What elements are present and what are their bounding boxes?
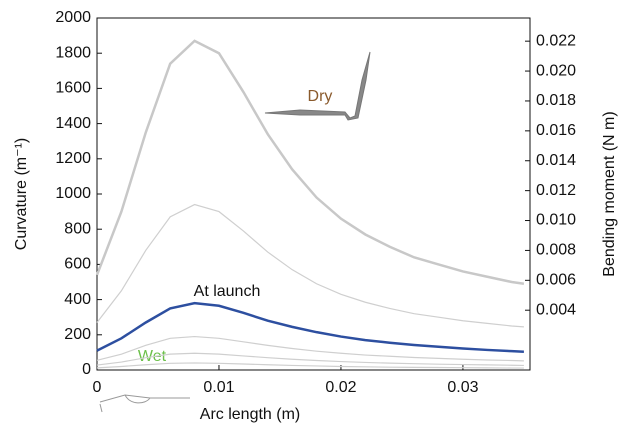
y-tick-label: 800 [64,220,91,237]
x-tick-label: 0.03 [447,379,478,396]
y2-tick-label: 0.014 [536,152,576,169]
line-series [96,352,524,367]
y2-tick-label: 0.018 [536,92,576,109]
y2-tick-label: 0.008 [536,242,576,259]
y-tick-label: 400 [64,291,91,308]
wet-insect-icon [99,394,190,413]
y-tick-label: 1400 [55,115,91,132]
y2-tick-label: 0.012 [536,182,576,199]
line-series [96,301,524,353]
y-tick-label: 2000 [55,9,91,26]
y2-tick-label: 0.004 [536,301,576,318]
y-tick-label: 1200 [55,150,91,167]
dry-insect-icon [264,51,371,121]
y-tick-label: 1000 [55,185,91,202]
y2-tick-label: 0.020 [536,62,576,79]
x-tick-label: 0.01 [203,379,234,396]
line-series [96,203,524,328]
annotation: At launch [194,283,261,300]
y-axis-label: Curvature (m⁻¹) [13,138,30,250]
y-tick-label: 200 [64,326,91,343]
y2-tick-label: 0.010 [536,212,576,229]
y-tick-label: 0 [82,361,91,378]
y-tick-label: 600 [64,256,91,273]
x-tick-label: 0 [93,379,102,396]
y2-axis-label: Bending moment (N m) [601,111,618,276]
line-series [96,335,524,362]
y2-tick-label: 0.022 [536,32,576,49]
line-series [96,362,524,369]
line-series [95,39,525,285]
annotation: Dry [308,88,333,105]
y-tick-label: 1600 [55,80,91,97]
x-axis-label: Arc length (m) [200,406,300,423]
y2-tick-label: 0.006 [536,272,576,289]
x-tick-label: 0.02 [325,379,356,396]
y2-tick-label: 0.016 [536,122,576,139]
y-tick-label: 1800 [55,44,91,61]
